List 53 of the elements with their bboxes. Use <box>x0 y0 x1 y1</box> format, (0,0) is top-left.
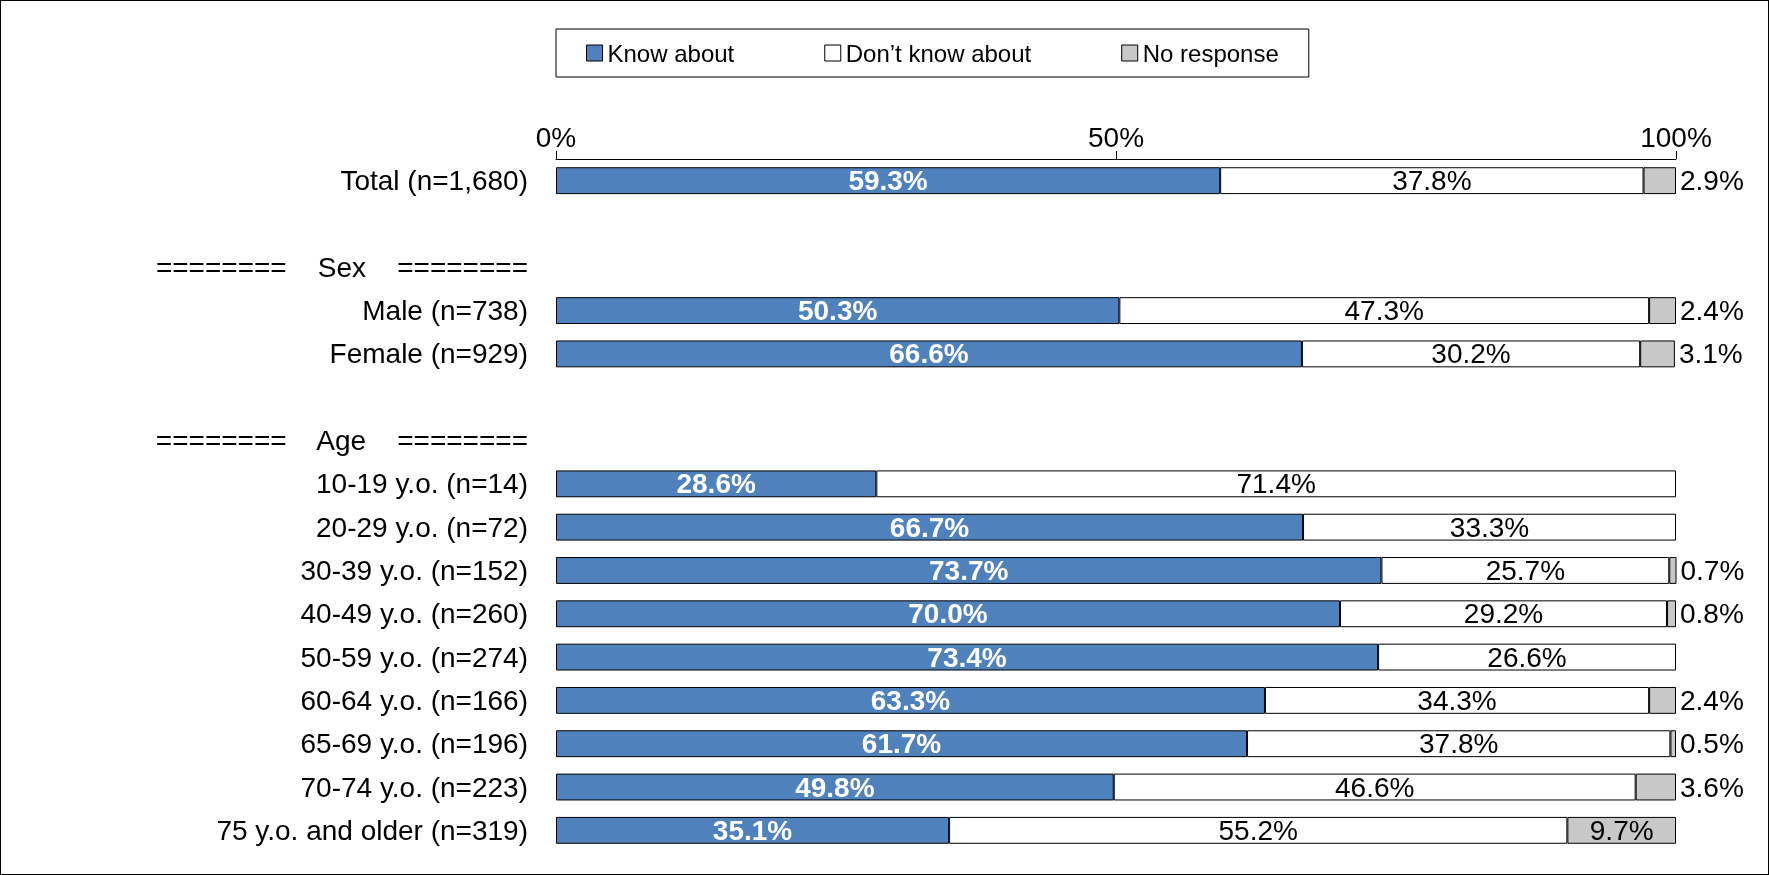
data-label: 59.3% <box>848 165 928 197</box>
data-label: 46.6% <box>1335 771 1415 803</box>
data-label: 26.6% <box>1487 641 1567 673</box>
y-tick-label: Total (n=1,680) <box>340 165 528 197</box>
data-label: 34.3% <box>1417 684 1497 716</box>
legend-label: Don’t know about <box>845 39 1032 67</box>
data-label: 33.3% <box>1449 511 1530 543</box>
data-label: 2.4% <box>1680 684 1744 716</box>
data-label: 55.2% <box>1218 814 1298 846</box>
y-tick-label: 40-49 y.o. (n=260) <box>300 598 528 630</box>
data-label: 2.4% <box>1680 295 1744 327</box>
x-tick-label: 50% <box>1087 121 1145 153</box>
data-label: 0.7% <box>1680 554 1745 586</box>
data-label: 37.8% <box>1419 728 1499 760</box>
data-label: 0.8% <box>1680 598 1744 630</box>
data-label: 66.7% <box>889 511 970 543</box>
y-tick-label: 70-74 y.o. (n=223) <box>300 771 528 803</box>
data-label: 73.4% <box>927 641 1007 673</box>
x-tick-label: 100% <box>1640 121 1712 153</box>
data-label: 61.7% <box>861 728 942 760</box>
y-tick-label: Male (n=738) <box>362 295 528 327</box>
y-tick-label: ======== Age ======== <box>155 425 528 457</box>
y-tick-label: 60-64 y.o. (n=166) <box>300 684 528 716</box>
y-tick-label: ======== Sex ======== <box>155 251 528 283</box>
y-tick-label: 10-19 y.o. (n=14) <box>316 468 528 500</box>
data-label: 28.6% <box>676 468 756 500</box>
y-tick-label: Female (n=929) <box>329 338 528 370</box>
y-tick-label: 20-29 y.o. (n=72) <box>316 511 528 543</box>
x-tick-label: 0% <box>535 121 577 153</box>
data-label: 2.9% <box>1680 165 1744 197</box>
data-label: 47.3% <box>1344 295 1424 327</box>
data-label: 63.3% <box>870 684 951 716</box>
data-label: 25.7% <box>1485 554 1566 586</box>
legend-label: Know about <box>607 39 735 67</box>
data-label: 0.5% <box>1680 728 1744 760</box>
y-tick-label: 50-59 y.o. (n=274) <box>300 641 528 673</box>
data-label: 3.1% <box>1678 338 1743 370</box>
data-label: 35.1% <box>712 814 793 846</box>
data-label: 66.6% <box>889 338 969 370</box>
legend-label: No response <box>1142 39 1279 67</box>
data-label: 71.4% <box>1236 468 1316 500</box>
y-tick-label: 30-39 y.o. (n=152) <box>300 554 528 586</box>
data-label: 30.2% <box>1431 338 1511 370</box>
data-label: 29.2% <box>1463 598 1544 630</box>
data-label: 49.8% <box>795 771 875 803</box>
data-label: 9.7% <box>1589 814 1654 846</box>
data-label: 70.0% <box>908 598 988 630</box>
y-tick-label: 75 y.o. and older (n=319) <box>216 814 528 846</box>
data-label: 37.8% <box>1392 165 1472 197</box>
data-label: 3.6% <box>1680 771 1744 803</box>
data-label: 50.3% <box>797 295 878 327</box>
y-tick-label: 65-69 y.o. (n=196) <box>300 728 528 760</box>
data-label: 73.7% <box>929 554 1009 586</box>
